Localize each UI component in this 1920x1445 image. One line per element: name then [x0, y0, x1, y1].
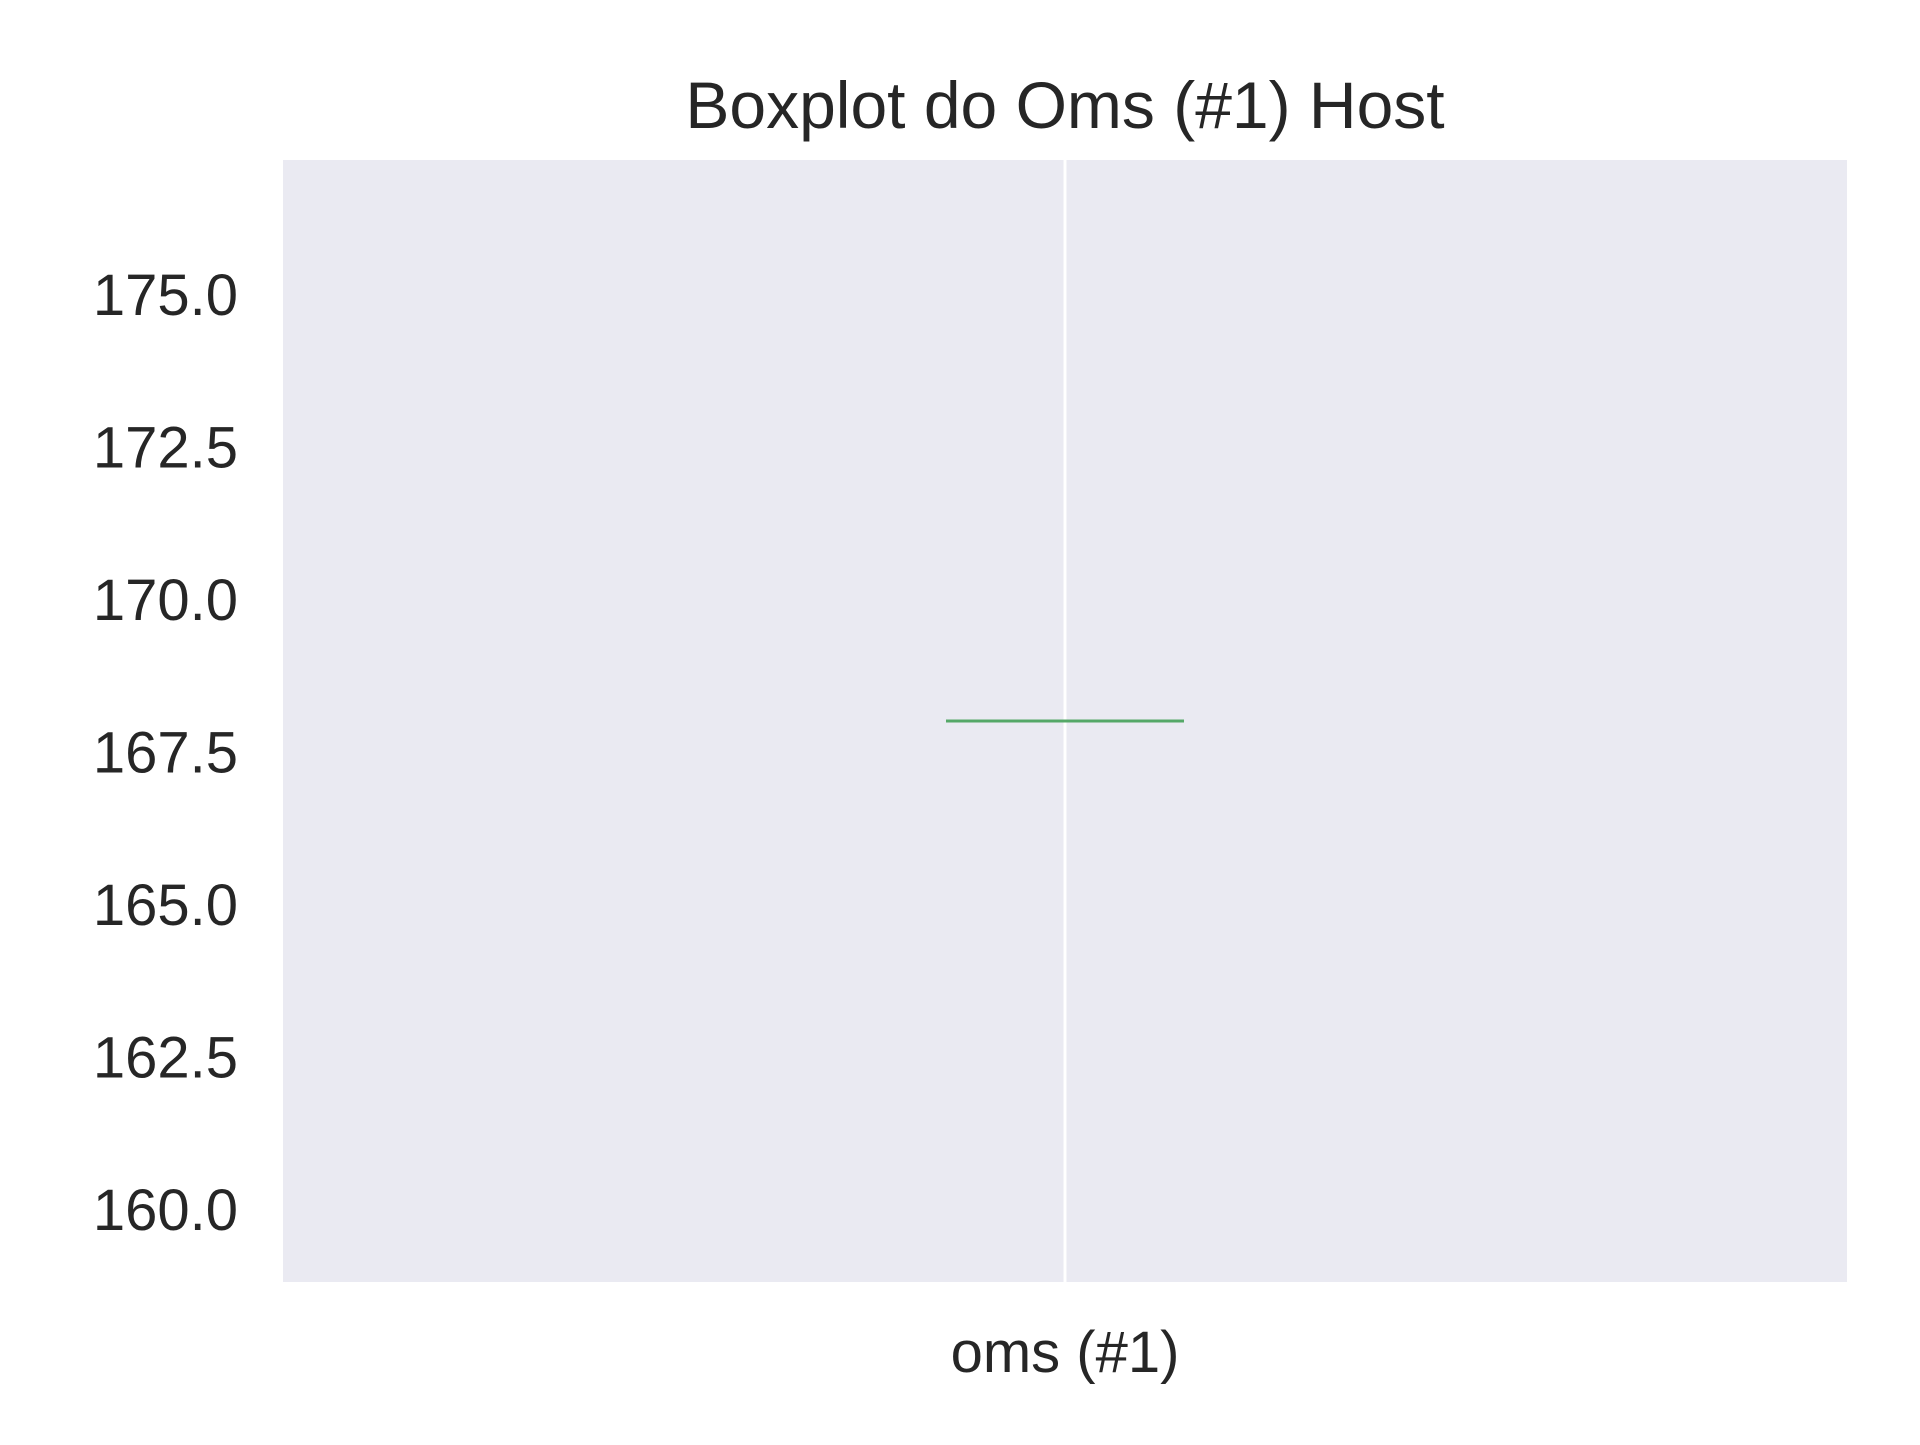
y-tick-label: 172.5: [93, 416, 238, 481]
y-tick-label: 175.0: [93, 263, 238, 328]
y-tick-label: 162.5: [93, 1025, 238, 1090]
y-tick-label: 165.0: [93, 873, 238, 938]
x-axis-ticks: oms (#1): [951, 1320, 1180, 1385]
y-tick-label: 167.5: [93, 720, 238, 785]
y-tick-label: 160.0: [93, 1178, 238, 1243]
x-tick-label: oms (#1): [951, 1320, 1180, 1385]
y-tick-label: 170.0: [93, 568, 238, 633]
chart-title: Boxplot do Oms (#1) Host: [685, 68, 1444, 142]
y-axis-ticks: 160.0 162.5 165.0 167.5 170.0 172.5 175.0: [93, 263, 238, 1243]
